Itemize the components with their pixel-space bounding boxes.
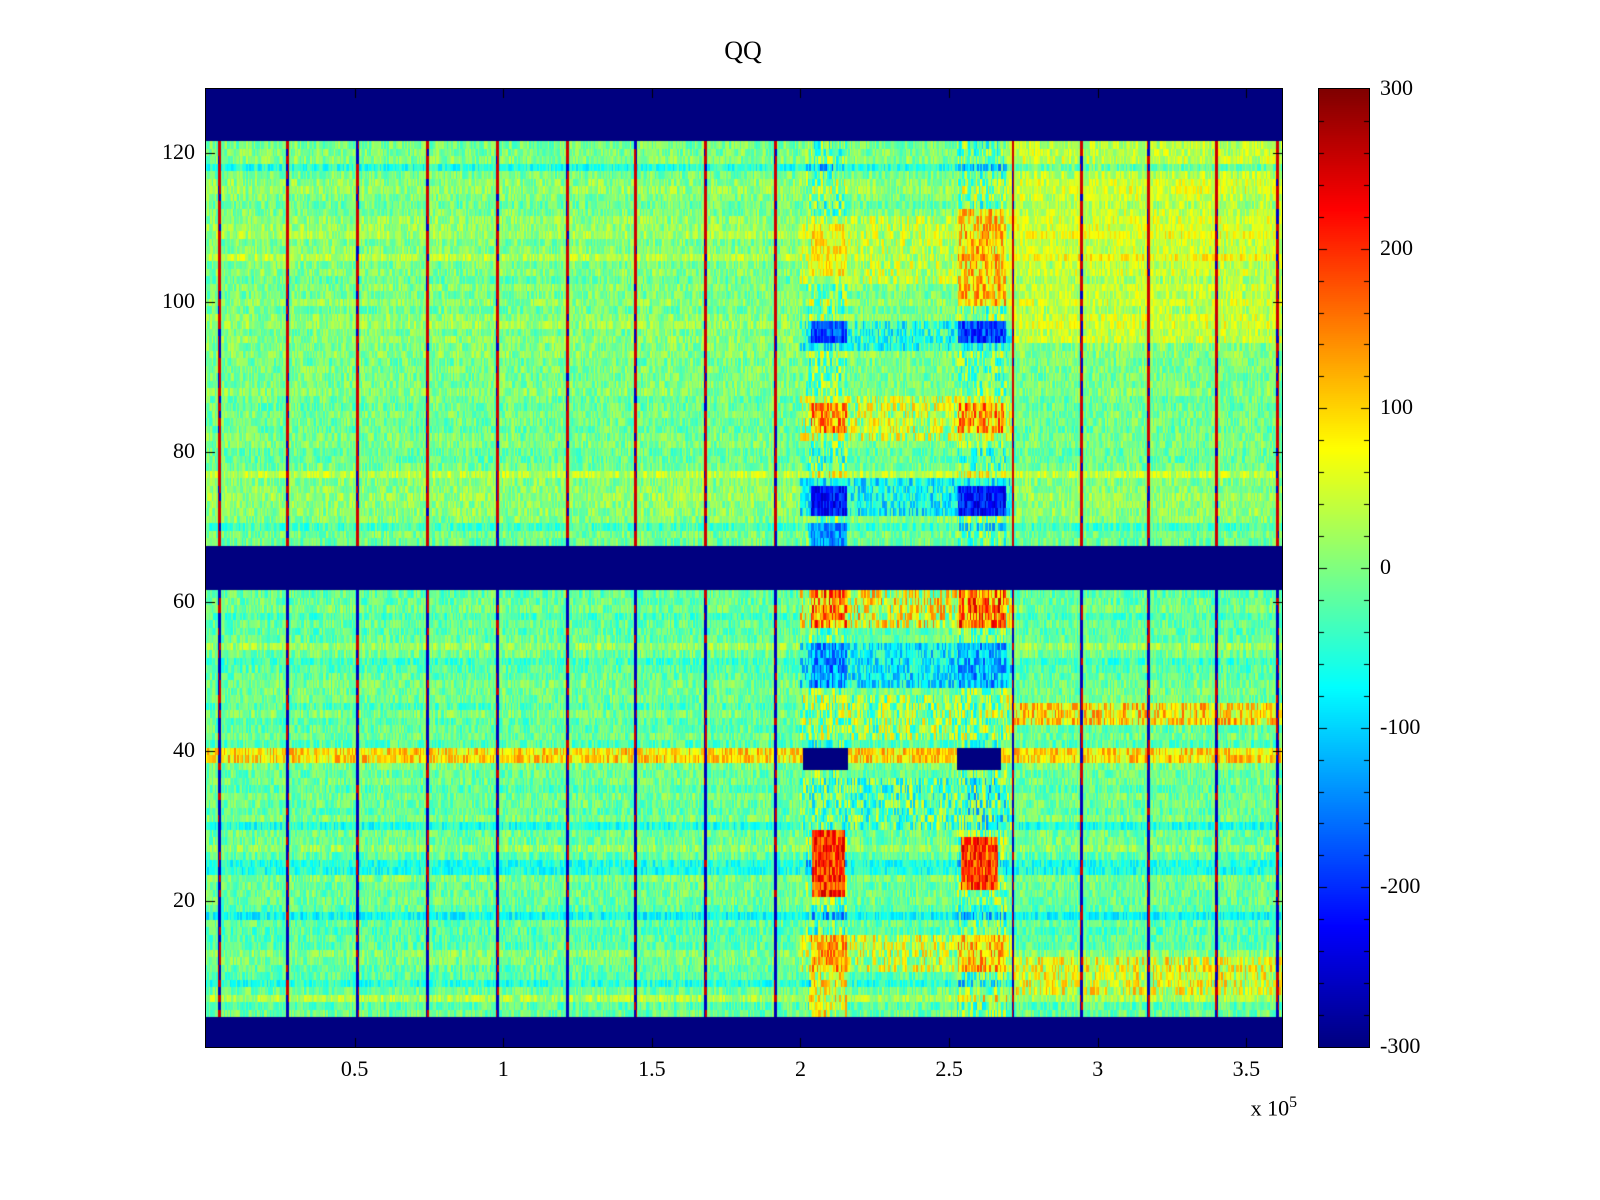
colorbar-tick-label: -100	[1380, 713, 1421, 739]
x-axis-exponent-label: x 105	[205, 1094, 1297, 1121]
chart-title: QQ	[724, 36, 762, 65]
x-axis-exponent-value: 5	[1289, 1094, 1297, 1111]
colorbar-tick-label: 300	[1380, 75, 1413, 100]
colorbar-tick-label: 200	[1380, 234, 1413, 260]
colorbar-tick-label: -200	[1380, 873, 1421, 899]
colorbar-tick-label: 0	[1380, 554, 1391, 579]
y-tick-label: 20	[173, 887, 195, 913]
x-tick-label: 2	[794, 1056, 806, 1081]
colorbar-tick-labels: 300 200 100 0 -100 -200 -300	[1380, 75, 1490, 1058]
x-tick-label: 1	[497, 1056, 509, 1081]
y-tick-label: 100	[162, 288, 195, 314]
x-axis-tick-labels: 0.5 1 1.5 2 2.5 3 3.5	[206, 1056, 1282, 1088]
colorbar	[1318, 88, 1370, 1048]
heatmap-canvas	[206, 89, 1282, 1047]
x-tick-label: 3.5	[1232, 1056, 1261, 1081]
plot-area	[205, 88, 1283, 1048]
x-tick-label: 3	[1092, 1056, 1104, 1081]
y-tick-label: 120	[162, 138, 195, 164]
x-axis-exponent-prefix: x 10	[1250, 1095, 1290, 1121]
y-tick-label: 40	[173, 737, 195, 763]
x-tick-label: 0.5	[340, 1056, 369, 1081]
y-tick-label: 60	[173, 587, 195, 613]
y-axis-tick-labels: 120 100 80 60 40 20	[60, 0, 195, 1200]
x-tick-label: 2.5	[935, 1056, 963, 1081]
y-tick-label: 80	[173, 437, 195, 463]
colorbar-tick-label: 100	[1380, 394, 1413, 420]
colorbar-tick-label: -300	[1380, 1033, 1421, 1058]
colorbar-canvas	[1319, 89, 1369, 1047]
x-tick-label: 1.5	[638, 1056, 666, 1081]
